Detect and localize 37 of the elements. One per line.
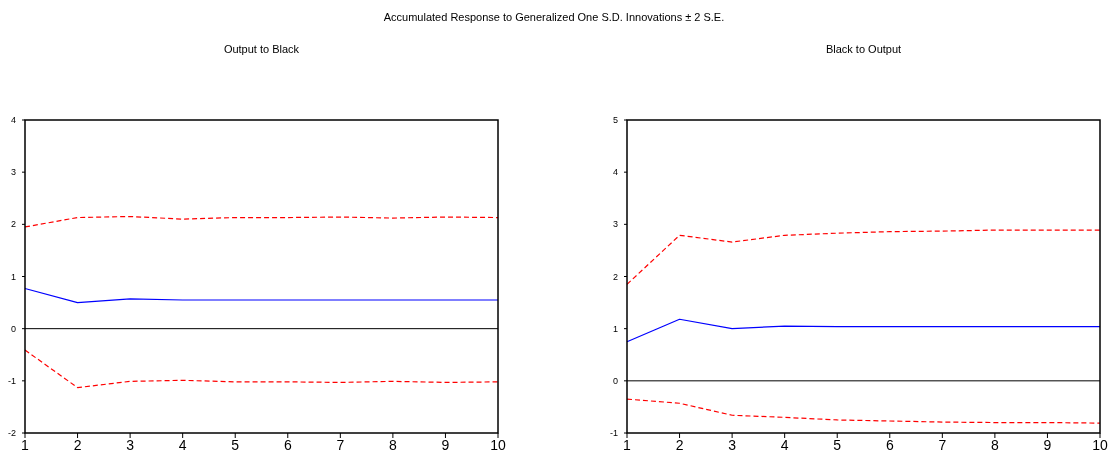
x-tick-label: 10 [490,437,506,453]
y-tick-label: 5 [612,115,618,126]
x-tick-label: 3 [126,437,135,453]
x-tick-label: 5 [833,437,842,453]
y-tick-label: 0 [612,375,618,386]
y-tick-label: 1 [612,323,618,334]
x-tick-label: 4 [780,437,789,453]
x-tick-label: 2 [675,437,684,453]
y-tick-label: 3 [10,167,16,178]
y-tick-label: 1 [10,271,16,282]
y-tick-label: 2 [10,219,16,230]
x-tick-label: 6 [885,437,894,453]
x-tick-label: 8 [990,437,999,453]
y-tick-label: 4 [10,115,16,126]
x-tick-label: 7 [336,437,345,453]
x-tick-label: 2 [73,437,82,453]
x-tick-label: 6 [283,437,292,453]
y-tick-label: -1 [7,375,16,386]
y-tick-label: -2 [7,428,16,439]
x-tick-label: 5 [231,437,240,453]
y-tick-label: -1 [609,428,618,439]
x-tick-label: 1 [623,437,632,453]
y-tick-label: 3 [612,219,618,230]
x-tick-label: 9 [1043,437,1052,453]
y-tick-label: 0 [10,323,16,334]
x-tick-label: 9 [441,437,450,453]
chart-title: Output to Black [223,43,300,55]
y-tick-label: 2 [612,271,618,282]
x-tick-label: 4 [178,437,187,453]
chart-title: Black to Output [825,43,902,55]
x-tick-label: 1 [21,437,30,453]
x-tick-label: 3 [728,437,737,453]
x-tick-label: 8 [388,437,397,453]
x-tick-label: 10 [1092,437,1108,453]
x-tick-label: 7 [938,437,947,453]
text: Accumulated Response to Generalized One S.D. Innovations ± 2 S.E. [383,11,725,23]
y-tick-label: 4 [612,167,618,178]
